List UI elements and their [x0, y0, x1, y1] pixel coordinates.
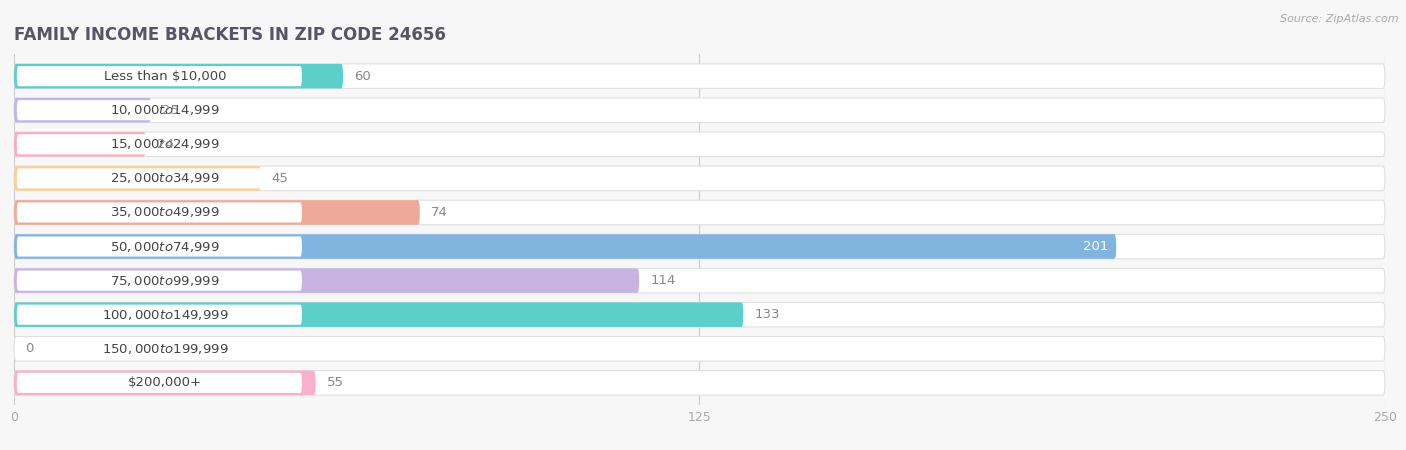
FancyBboxPatch shape	[17, 202, 302, 222]
Text: $15,000 to $24,999: $15,000 to $24,999	[110, 137, 219, 151]
FancyBboxPatch shape	[14, 302, 744, 327]
FancyBboxPatch shape	[17, 305, 302, 325]
Text: Source: ZipAtlas.com: Source: ZipAtlas.com	[1281, 14, 1399, 23]
Text: $200,000+: $200,000+	[128, 376, 202, 389]
FancyBboxPatch shape	[14, 371, 1385, 395]
Text: FAMILY INCOME BRACKETS IN ZIP CODE 24656: FAMILY INCOME BRACKETS IN ZIP CODE 24656	[14, 26, 446, 44]
FancyBboxPatch shape	[14, 200, 420, 225]
FancyBboxPatch shape	[14, 64, 1385, 88]
Text: 114: 114	[650, 274, 675, 287]
Text: $50,000 to $74,999: $50,000 to $74,999	[110, 239, 219, 253]
Text: Less than $10,000: Less than $10,000	[104, 70, 226, 83]
FancyBboxPatch shape	[14, 200, 1385, 225]
Text: 60: 60	[354, 70, 371, 83]
FancyBboxPatch shape	[14, 234, 1116, 259]
Text: 55: 55	[326, 376, 343, 389]
FancyBboxPatch shape	[14, 302, 1385, 327]
FancyBboxPatch shape	[17, 339, 302, 359]
Text: 133: 133	[754, 308, 780, 321]
Text: $10,000 to $14,999: $10,000 to $14,999	[110, 103, 219, 117]
FancyBboxPatch shape	[17, 373, 302, 393]
Text: 0: 0	[25, 342, 34, 355]
FancyBboxPatch shape	[14, 268, 640, 293]
FancyBboxPatch shape	[14, 166, 262, 191]
Text: $35,000 to $49,999: $35,000 to $49,999	[110, 206, 219, 220]
FancyBboxPatch shape	[17, 237, 302, 256]
Text: $25,000 to $34,999: $25,000 to $34,999	[110, 171, 219, 185]
FancyBboxPatch shape	[14, 371, 316, 395]
FancyBboxPatch shape	[14, 98, 152, 122]
FancyBboxPatch shape	[14, 132, 146, 157]
FancyBboxPatch shape	[14, 98, 1385, 122]
FancyBboxPatch shape	[17, 66, 302, 86]
FancyBboxPatch shape	[14, 337, 1385, 361]
Text: $75,000 to $99,999: $75,000 to $99,999	[110, 274, 219, 288]
Text: 25: 25	[162, 104, 179, 117]
Text: 74: 74	[430, 206, 447, 219]
FancyBboxPatch shape	[14, 132, 1385, 157]
Text: 201: 201	[1083, 240, 1108, 253]
FancyBboxPatch shape	[17, 134, 302, 154]
FancyBboxPatch shape	[17, 270, 302, 291]
FancyBboxPatch shape	[17, 168, 302, 189]
Text: 45: 45	[271, 172, 288, 185]
Text: 24: 24	[156, 138, 173, 151]
FancyBboxPatch shape	[14, 268, 1385, 293]
FancyBboxPatch shape	[17, 100, 302, 120]
Text: $150,000 to $199,999: $150,000 to $199,999	[101, 342, 228, 356]
FancyBboxPatch shape	[14, 234, 1385, 259]
FancyBboxPatch shape	[14, 166, 1385, 191]
Text: $100,000 to $149,999: $100,000 to $149,999	[101, 308, 228, 322]
FancyBboxPatch shape	[14, 64, 343, 88]
